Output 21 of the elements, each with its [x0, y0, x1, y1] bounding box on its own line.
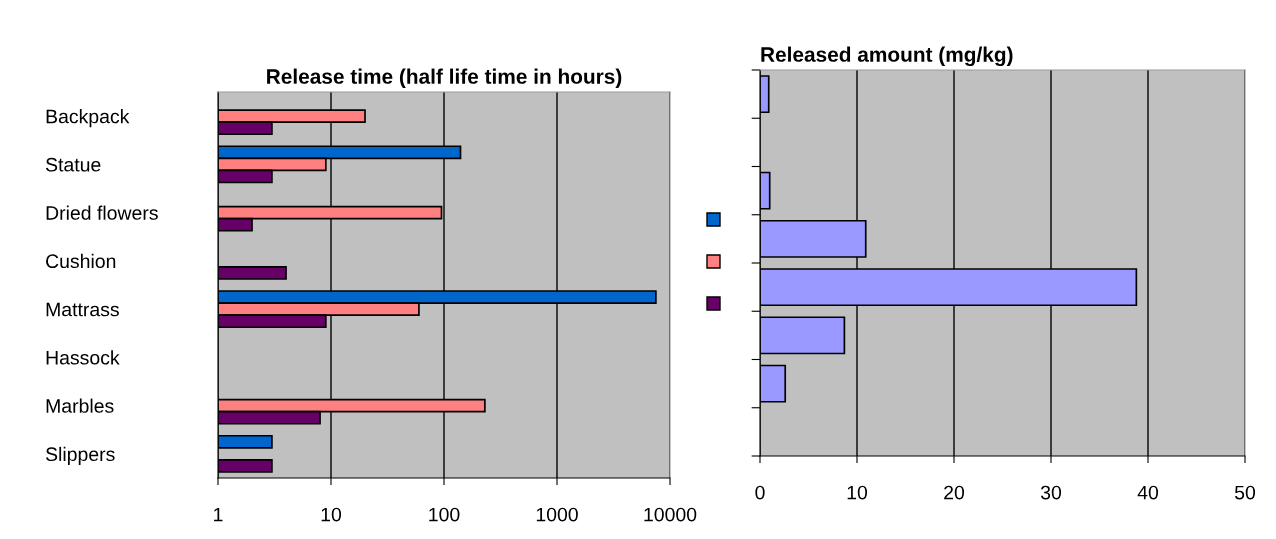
x-tick-label: 0 [755, 485, 765, 500]
y-tick-label: Slippers [45, 446, 115, 465]
y-tick-label: Mattrass [46, 302, 119, 317]
y-tick-label: Hassock [46, 350, 120, 365]
chart-title: Released amount (mg/kg) [761, 46, 1013, 67]
x-tick-label: 10 [321, 507, 342, 522]
x-tick-label: 40 [1137, 485, 1159, 500]
x-tick-label: 30 [1040, 485, 1062, 500]
x-tick-label: 20 [944, 485, 965, 500]
y-tick-label: Backpack [46, 109, 130, 128]
x-tick-label: 10000 [644, 507, 697, 522]
y-tick-label: Dried flowers [46, 205, 158, 220]
chart-title: Release time (half life time in hours) [267, 68, 622, 88]
x-tick-label: 1 [214, 507, 223, 522]
x-tick-label: 50 [1234, 485, 1256, 500]
y-tick-label: Marbles [46, 398, 114, 413]
x-tick-label: 100 [429, 507, 460, 522]
x-tick-label: 10 [847, 485, 868, 500]
y-tick-label: Cushion [46, 253, 116, 269]
x-tick-label: 1000 [536, 507, 578, 522]
y-tick-label: Statue [45, 157, 101, 172]
